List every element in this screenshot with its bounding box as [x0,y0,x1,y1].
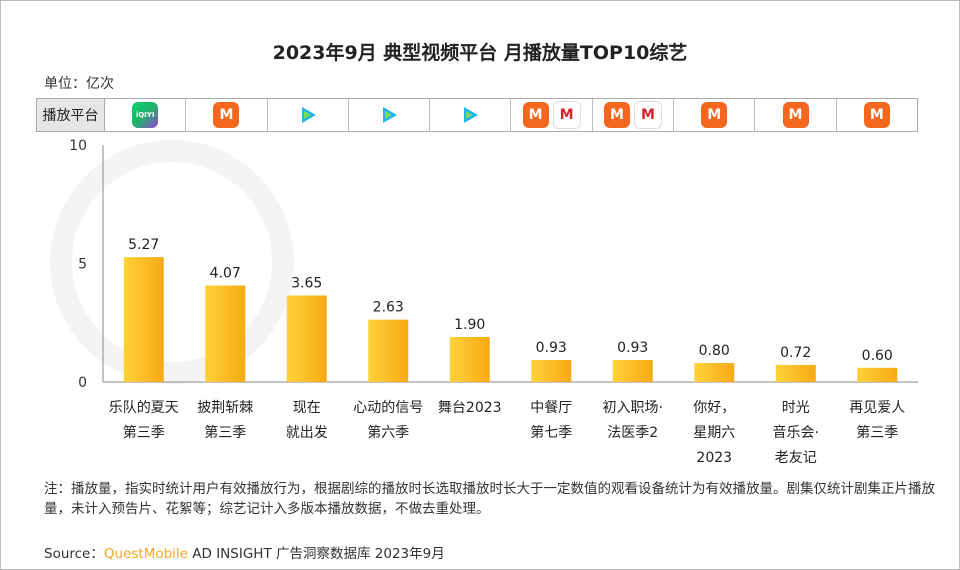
category-label: 第六季 [367,424,409,441]
mango-logo-icon: M [522,102,549,128]
category-label: 第三季 [123,424,165,441]
footnote: 注：播放量，指实时统计用户有效播放行为，根据剧综的播放时长选取播放时长大于一定数… [44,481,935,517]
bar [612,359,653,382]
mango-logo-icon: M [603,102,630,128]
platform-cell: M [186,99,268,131]
bar [123,257,164,382]
category-label: 乐队的夏天 [109,400,179,416]
bar [694,363,735,382]
mango-logo-icon: M [863,102,890,128]
platform-cell: iQIYI [105,99,187,131]
tencent-logo-icon [457,102,484,128]
mgl-logo-icon: M [633,101,662,129]
category-label: 2023 [696,450,732,466]
category-label: 舞台2023 [438,400,502,416]
bar [205,285,246,382]
data-label: 0.80 [699,343,730,359]
category-label: 音乐会· [773,424,819,441]
category-label: 第三季 [204,424,246,441]
category-label: 你好， [693,400,735,416]
category-label: 第七季 [530,424,572,441]
source-prefix: Source： [44,546,104,562]
category-label: 老友记 [775,450,817,466]
iqiyi-logo-icon: iQIYI [132,102,159,128]
bar [449,336,490,382]
unit-label: 单位：亿次 [44,76,114,92]
data-label: 3.65 [291,275,322,291]
data-label: 0.72 [780,345,811,361]
mango-logo-icon: M [213,102,240,128]
category-label: 初入职场· [603,399,663,416]
source-rest: AD INSIGHT 广告洞察数据库 2023年9月 [187,546,445,562]
platform-cell [349,99,431,131]
y-tick-label: 0 [78,375,87,391]
source-brand: QuestMobile [103,546,188,562]
data-label: 2.63 [373,300,404,316]
category-label: 时光 [782,400,810,416]
data-label: 4.07 [210,266,241,282]
mango-logo-icon: M [701,102,728,128]
category-label: 心动的信号 [353,400,423,416]
source-line: Source：QuestMobile AD INSIGHT 广告洞察数据库 20… [44,542,445,562]
bar [775,364,816,382]
category-label: 中餐厅 [530,400,572,416]
mango-logo-icon: M [782,102,809,128]
bar [286,295,327,382]
platform-cell [430,99,512,131]
tencent-logo-icon [376,102,403,128]
data-label: 0.93 [617,340,648,356]
category-label: 再见爱人 [849,400,905,416]
category-label: 第三季 [856,424,898,441]
platform-cell: M [837,99,917,131]
bar [368,319,409,382]
platform-cell: M [674,99,756,131]
y-tick-label: 5 [78,257,87,273]
bar [857,367,898,382]
data-label: 1.90 [454,317,485,333]
bar [531,359,572,382]
category-label: 披荆斩棘 [197,400,253,416]
tencent-logo-icon [294,102,321,128]
data-label: 0.93 [536,340,567,356]
category-label: 法医季2 [607,425,658,441]
platform-table: 播放平台 iQIYI M M M M M M M M [36,98,918,132]
platform-header: 播放平台 [37,99,105,131]
platform-cell: M [755,99,837,131]
category-label: 现在 [293,400,321,416]
category-label: 就出发 [286,425,328,441]
chart-title: 2023年9月 典型视频平台 月播放量TOP10综艺 [272,42,688,64]
category-label: 星期六 [693,425,735,441]
data-label: 0.60 [862,348,893,364]
mgl-logo-icon: M [552,101,581,129]
y-tick-label: 10 [69,138,87,154]
data-label: 5.27 [128,237,159,253]
platform-cell [268,99,349,131]
